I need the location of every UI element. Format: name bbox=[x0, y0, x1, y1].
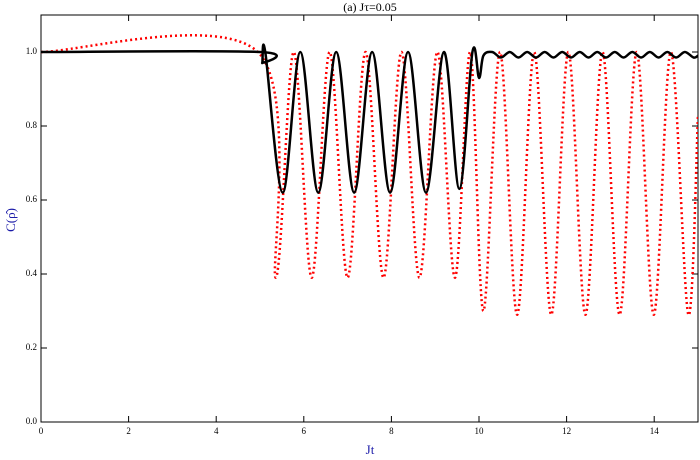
y-tick-label: 0.2 bbox=[26, 342, 37, 352]
x-axis-label: Jt bbox=[366, 442, 375, 457]
line-series bbox=[41, 43, 698, 194]
plot-frame bbox=[40, 14, 699, 423]
y-tick-label: 0.0 bbox=[26, 416, 38, 426]
x-tick-label: 4 bbox=[214, 426, 219, 436]
x-tick-label: 2 bbox=[126, 426, 131, 436]
x-tick-label: 8 bbox=[389, 426, 394, 436]
x-tick-label: 10 bbox=[475, 426, 485, 436]
x-tick-label: 0 bbox=[39, 426, 44, 436]
y-tick-label: 0.4 bbox=[26, 268, 38, 278]
x-tick-label: 12 bbox=[562, 426, 571, 436]
chart-title: (a) Jτ=0.05 bbox=[343, 0, 397, 14]
y-tick-label: 0.6 bbox=[26, 194, 38, 204]
y-tick-label: 0.8 bbox=[26, 120, 38, 130]
y-axis-label: C(ρ̂) bbox=[3, 208, 18, 232]
y-tick-label: 1.0 bbox=[26, 46, 38, 56]
x-tick-label: 6 bbox=[302, 426, 307, 436]
line-series bbox=[41, 34, 698, 316]
x-tick-label: 14 bbox=[650, 426, 660, 436]
